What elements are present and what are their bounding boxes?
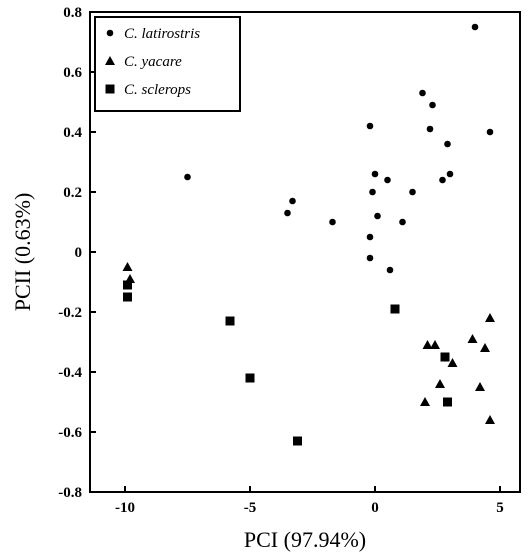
point-triangle xyxy=(485,313,495,322)
y-tick-label: 0.2 xyxy=(63,185,82,201)
point-circle xyxy=(426,125,434,133)
y-tick-label: -0.8 xyxy=(58,485,82,501)
y-tick-label: -0.6 xyxy=(58,425,82,441)
point-triangle xyxy=(430,340,440,349)
point-triangle xyxy=(447,358,458,367)
point-triangle xyxy=(420,397,430,406)
legend: C. latirostris C. yacare C. sclerops xyxy=(94,16,241,112)
point-triangle xyxy=(467,334,478,343)
point-circle xyxy=(369,188,376,196)
point-circle xyxy=(429,101,436,109)
point-square xyxy=(440,352,450,362)
y-tick-label: -0.4 xyxy=(58,365,82,381)
legend-label: C. sclerops xyxy=(124,82,191,98)
x-axis-ticks: -10 -5 0 5 xyxy=(115,486,504,516)
point-circle xyxy=(366,254,374,262)
y-tick-label: 0.8 xyxy=(63,5,82,21)
point-square xyxy=(293,436,302,446)
point-circle xyxy=(486,128,494,136)
point-triangle xyxy=(122,262,133,271)
point-circle xyxy=(366,233,374,241)
point-circle xyxy=(399,218,406,226)
point-circle xyxy=(284,209,291,217)
x-axis-label: PCI (97.94%) xyxy=(244,527,366,552)
point-circle xyxy=(289,197,296,205)
point-square xyxy=(225,316,235,326)
point-circle xyxy=(384,176,391,184)
point-circle xyxy=(374,212,381,220)
legend-box xyxy=(94,16,241,112)
point-triangle xyxy=(422,340,433,349)
point-square xyxy=(443,397,452,407)
point-square xyxy=(245,373,255,383)
point-circle xyxy=(409,188,416,196)
x-tick-label: 5 xyxy=(496,500,504,516)
x-tick-label: -10 xyxy=(115,500,135,516)
point-circle xyxy=(371,170,379,178)
point-circle xyxy=(366,122,374,130)
y-tick-label: 0.4 xyxy=(63,125,82,141)
y-axis-label: PCII (0.63%) xyxy=(10,193,35,312)
y-tick-label: 0 xyxy=(75,245,83,261)
legend-marker-circle xyxy=(106,29,114,37)
x-tick-label: -5 xyxy=(244,500,257,516)
point-triangle xyxy=(475,382,485,391)
x-tick-label: 0 xyxy=(371,500,379,516)
point-triangle xyxy=(485,415,495,424)
y-axis-ticks: 0.8 0.6 0.4 0.2 0 -0.2 -0.4 -0.6 -0.8 xyxy=(58,5,96,501)
point-square xyxy=(123,292,132,302)
point-circle xyxy=(444,140,451,148)
point-square xyxy=(390,304,400,314)
y-tick-label: 0.6 xyxy=(63,65,82,81)
point-circle xyxy=(386,266,394,274)
point-triangle xyxy=(435,379,445,388)
point-circle xyxy=(439,176,446,184)
point-circle xyxy=(471,23,479,31)
point-circle xyxy=(184,173,191,181)
y-tick-label: -0.2 xyxy=(58,305,82,321)
point-square xyxy=(123,280,132,290)
point-circle xyxy=(446,170,454,178)
point-triangle xyxy=(480,343,490,352)
legend-label: C. latirostris xyxy=(124,26,200,42)
data-points xyxy=(122,23,495,446)
legend-marker-triangle xyxy=(105,56,115,65)
legend-label: C. yacare xyxy=(124,54,182,70)
point-circle xyxy=(419,89,426,97)
point-circle xyxy=(329,218,336,226)
legend-marker-square xyxy=(105,84,115,94)
